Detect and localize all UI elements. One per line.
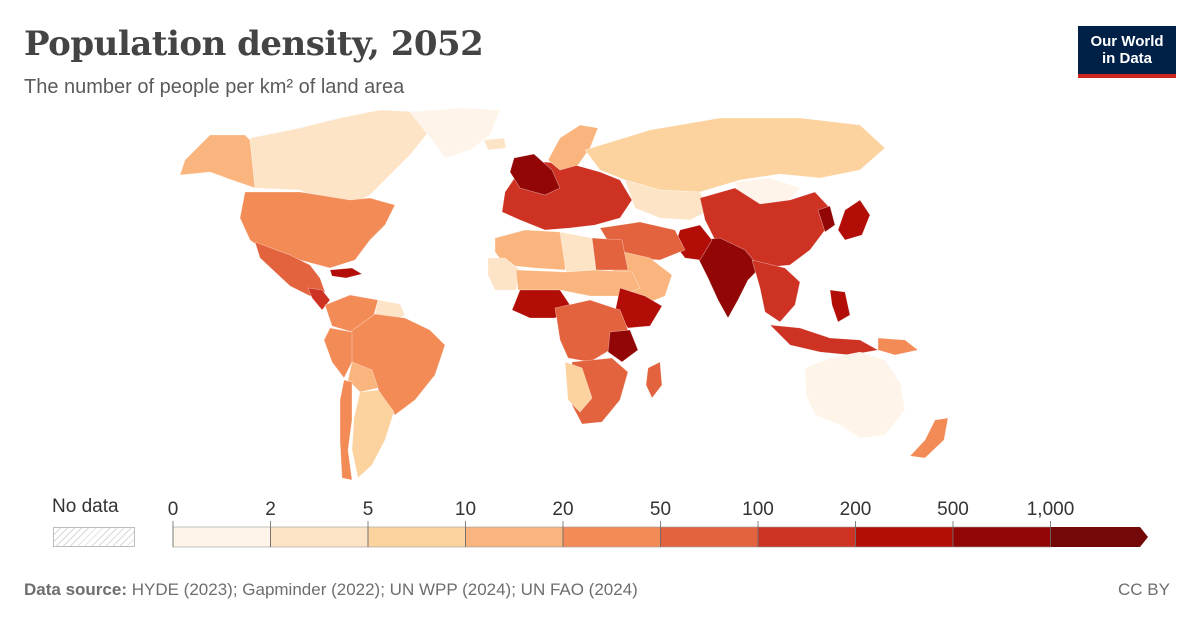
- region-alaska[interactable]: [179, 134, 256, 189]
- data-source-label: Data source:: [24, 580, 127, 599]
- region-egypt[interactable]: [591, 237, 629, 271]
- legend-bin-1: [270, 526, 369, 548]
- color-legend: 0 2 5 10 20 50 100 200 500 1,000: [168, 499, 1148, 548]
- legend-tick-label-0: 0: [168, 499, 179, 520]
- chart-title: Population density, 2052: [24, 24, 484, 64]
- data-source: Data source: HYDE (2023); Gapminder (202…: [24, 580, 638, 600]
- region-iceland[interactable]: [483, 137, 507, 151]
- legend-tick-label-7: 200: [840, 499, 872, 520]
- license-label: CC BY: [1118, 580, 1170, 599]
- logo-line-1: Our World: [1090, 33, 1164, 50]
- region-scandinavia[interactable]: [547, 124, 599, 171]
- legend-bin-4: [562, 526, 661, 548]
- region-greenland[interactable]: [409, 107, 501, 159]
- region-western-sahara-and-mauritania[interactable]: [487, 257, 521, 291]
- legend-tick-label-8: 500: [937, 499, 969, 520]
- region-caribbean[interactable]: [329, 267, 363, 279]
- no-data-label: No data: [52, 496, 119, 517]
- legend-tick-label-5: 50: [650, 499, 671, 520]
- chart-subtitle: The number of people per km² of land are…: [24, 76, 405, 98]
- world-map[interactable]: [0, 100, 1200, 480]
- region-australia[interactable]: [804, 351, 906, 439]
- region-indonesia[interactable]: [769, 324, 879, 356]
- region-libya[interactable]: [559, 231, 597, 273]
- legend-bin-0: [172, 526, 271, 548]
- region-canada[interactable]: [249, 109, 431, 206]
- region-united-states[interactable]: [239, 191, 396, 269]
- region-chile[interactable]: [339, 379, 353, 480]
- region-papua-new-guinea[interactable]: [877, 337, 919, 356]
- no-data-swatch: [53, 527, 135, 547]
- region-madagascar[interactable]: [645, 361, 663, 399]
- legend-bin-7: [855, 526, 954, 548]
- region-india[interactable]: [697, 237, 761, 319]
- region-southern-africa[interactable]: [571, 357, 629, 425]
- legend-bin-5: [660, 526, 759, 548]
- legend-bin-3: [465, 526, 564, 548]
- region-north-africa[interactable]: [494, 229, 569, 271]
- region-bolivia[interactable]: [347, 361, 379, 393]
- region-southeast-asia[interactable]: [751, 259, 801, 323]
- region-peru[interactable]: [323, 327, 353, 379]
- region-kazakhstan[interactable]: [624, 179, 711, 221]
- region-russia[interactable]: [584, 117, 886, 193]
- region-new-zealand[interactable]: [909, 417, 949, 459]
- region-namibia-and-botswana[interactable]: [564, 361, 593, 413]
- region-japan[interactable]: [837, 199, 871, 241]
- logo-line-2: in Data: [1101, 50, 1152, 67]
- owid-logo[interactable]: Our World in Data: [1078, 26, 1176, 78]
- region-great-lakes[interactable]: [607, 329, 639, 363]
- legend-tick-label-2: 5: [363, 499, 374, 520]
- data-source-text: HYDE (2023); Gapminder (2022); UN WPP (2…: [131, 580, 638, 599]
- legend-tick-label-6: 100: [742, 499, 774, 520]
- legend-bin-6: [757, 526, 856, 548]
- region-korea[interactable]: [817, 205, 836, 233]
- region-philippines[interactable]: [829, 289, 851, 323]
- legend-tick-label-9: 1,000: [1027, 499, 1075, 520]
- legend-tick-label-4: 20: [552, 499, 573, 520]
- legend-tick-label-1: 2: [265, 499, 276, 520]
- legend-bin-2: [367, 526, 466, 548]
- legend-bin-8: [952, 526, 1051, 548]
- region-argentina[interactable]: [351, 389, 395, 479]
- region-benelux-and-uk[interactable]: [509, 153, 561, 196]
- legend-tick-label-3: 10: [455, 499, 476, 520]
- legend-bin-open-ended: [1050, 527, 1148, 547]
